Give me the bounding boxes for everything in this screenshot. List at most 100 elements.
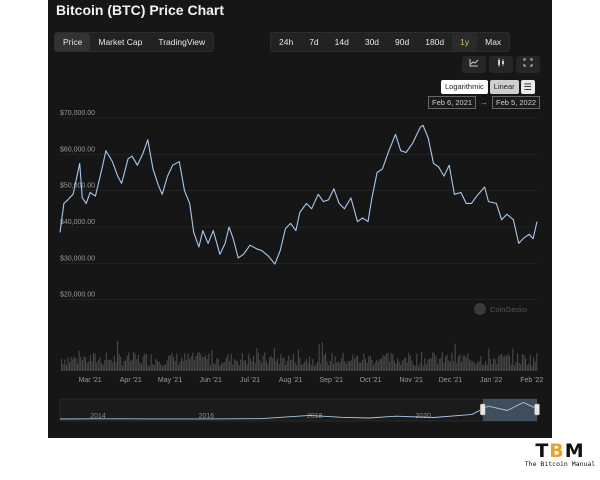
logarithmic-button[interactable]: Logarithmic <box>441 80 488 94</box>
volume-bar <box>515 362 517 371</box>
volume-bar <box>131 359 133 371</box>
volume-bar <box>459 354 461 371</box>
date-to-input[interactable]: Feb 5, 2022 <box>492 96 541 109</box>
volume-bar <box>150 354 152 371</box>
volume-bar <box>304 361 306 371</box>
volume-bar <box>422 365 424 371</box>
volume-bar <box>531 365 533 371</box>
volume-bar <box>233 359 235 371</box>
volume-bar <box>433 353 435 371</box>
x-tick-label: Feb '22 <box>520 377 543 384</box>
volume-bar <box>419 363 421 371</box>
tab-price[interactable]: Price <box>55 33 91 51</box>
linear-button[interactable]: Linear <box>489 80 519 94</box>
volume-bar <box>342 352 344 371</box>
volume-bar <box>267 363 269 371</box>
volume-bar <box>451 352 453 371</box>
volume-bar <box>272 357 274 371</box>
range-max[interactable]: Max <box>485 37 502 47</box>
volume-bar <box>504 355 506 371</box>
volume-bar <box>190 356 192 371</box>
range-30d[interactable]: 30d <box>364 37 380 47</box>
watermark: CoinGecko <box>490 305 527 314</box>
fullscreen-icon[interactable] <box>516 56 540 73</box>
line-chart-icon[interactable] <box>462 56 486 73</box>
volume-bar <box>237 361 239 371</box>
volume-bar <box>413 364 415 371</box>
volume-bar <box>278 364 280 371</box>
range-tabs: 24h 7d 14d 30d 90d 180d 1y Max <box>270 32 511 52</box>
volume-bar <box>293 353 295 371</box>
tab-tradingview[interactable]: TradingView <box>158 37 206 47</box>
volume-bar <box>403 358 405 371</box>
range-1y[interactable]: 1y <box>452 33 478 51</box>
volume-bar <box>61 359 63 371</box>
volume-bar <box>75 358 77 371</box>
volume-bar <box>185 360 187 371</box>
volume-bar <box>502 356 504 371</box>
volume-bar <box>192 352 194 371</box>
volume-bar <box>350 360 352 371</box>
volume-bar <box>264 352 266 371</box>
volume-bar <box>221 363 223 371</box>
volume-bar <box>182 360 184 371</box>
volume-bar <box>225 357 227 371</box>
range-14d[interactable]: 14d <box>334 37 349 47</box>
volume-bar <box>385 353 387 371</box>
range-180d[interactable]: 180d <box>425 37 445 47</box>
navigator-handle-left[interactable] <box>480 403 486 416</box>
volume-bar <box>513 365 515 371</box>
volume-bar <box>416 353 418 371</box>
volume-bar <box>65 364 67 371</box>
volume-bar <box>285 364 287 371</box>
volume-bar <box>497 356 499 371</box>
volume-bar <box>499 354 501 371</box>
volume-bar <box>168 355 170 371</box>
volume-bar <box>262 355 264 371</box>
volume-bar <box>96 362 98 371</box>
volume-bar <box>248 354 250 371</box>
volume-bar <box>349 361 351 371</box>
volume-bar <box>421 352 423 371</box>
volume-bar <box>369 355 371 371</box>
x-tick-label: Aug '21 <box>279 377 303 384</box>
volume-bar <box>491 363 493 371</box>
volume-bar <box>305 358 307 371</box>
volume-bar <box>121 365 123 371</box>
range-7d[interactable]: 7d <box>309 37 319 47</box>
volume-bar <box>133 352 135 371</box>
volume-bar <box>475 363 477 371</box>
volume-bar <box>213 363 215 371</box>
volume-bar <box>288 355 290 371</box>
navigator-label: 2014 <box>90 413 106 420</box>
hamburger-menu-icon[interactable]: ☰ <box>520 80 535 94</box>
volume-bar <box>505 355 507 371</box>
candlestick-icon[interactable] <box>489 56 513 73</box>
navigator-handle-right[interactable] <box>534 403 540 416</box>
volume-bar <box>243 360 245 371</box>
volume-bar <box>512 348 514 371</box>
volume-bar <box>245 360 247 371</box>
volume-bar <box>417 365 419 371</box>
range-24h[interactable]: 24h <box>279 37 294 47</box>
volume-bar <box>78 351 80 371</box>
volume-bar <box>101 362 103 371</box>
volume-bar <box>408 352 410 371</box>
volume-bar <box>240 359 242 371</box>
volume-bar <box>465 357 467 371</box>
volume-bar <box>113 355 115 371</box>
volume-bar <box>166 360 168 371</box>
date-from-input[interactable]: Feb 6, 2021 <box>428 96 477 109</box>
volume-bar <box>397 357 399 371</box>
volume-bar <box>347 361 349 371</box>
y-tick-label: $70,000.00 <box>60 110 95 117</box>
navigator-label: 2020 <box>415 413 431 420</box>
volume-bar <box>126 355 128 371</box>
volume-bar <box>363 353 365 371</box>
tab-market-cap[interactable]: Market Cap <box>98 37 143 47</box>
volume-bar <box>273 347 275 371</box>
range-90d[interactable]: 90d <box>395 37 410 47</box>
volume-bar <box>344 361 346 371</box>
y-tick-label: $30,000.00 <box>60 255 95 262</box>
